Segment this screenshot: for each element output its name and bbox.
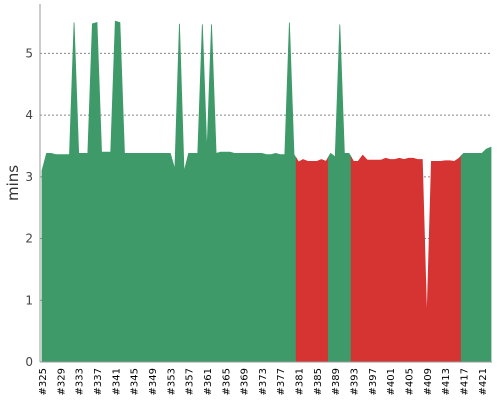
y-tick-label: 3 <box>25 170 33 184</box>
x-tick-label: #341 <box>111 368 122 395</box>
success-build-area <box>327 24 352 363</box>
x-tick-label: #349 <box>148 368 159 395</box>
failure-build-area <box>350 154 462 363</box>
x-tick-label: #357 <box>185 368 196 395</box>
area-layer <box>41 20 492 363</box>
x-tick-label: #345 <box>130 368 141 395</box>
x-tick-labels: #325 #329 #333 #337 #341 #345 #349 #353 #357 #361… <box>38 368 489 395</box>
y-tick-label: 1 <box>25 293 33 307</box>
x-tick-label: #361 <box>203 368 214 395</box>
x-tick-label: #329 <box>56 368 67 395</box>
y-axis-title: mins <box>4 165 22 201</box>
x-tick-label: #385 <box>313 368 324 395</box>
x-tick-label: #389 <box>331 368 342 395</box>
x-tick-label: #409 <box>423 368 434 395</box>
x-tick-label: #365 <box>221 368 232 395</box>
y-tick-label: 0 <box>25 355 33 369</box>
x-tick-label: #325 <box>38 368 49 395</box>
x-tick-label: #353 <box>166 368 177 395</box>
x-tick-label: #405 <box>405 368 416 395</box>
x-tick-label: #369 <box>240 368 251 395</box>
x-tick-label: #377 <box>276 368 287 395</box>
failure-build-area <box>295 155 329 363</box>
y-tick-label: 4 <box>25 108 33 122</box>
y-tick-labels: 0 1 2 3 4 5 <box>25 46 33 369</box>
x-tick-label: #417 <box>460 368 471 395</box>
x-tick-label: #421 <box>478 368 489 395</box>
x-tick-label: #333 <box>75 368 86 395</box>
axis-layer <box>39 4 492 363</box>
x-tick-label: #373 <box>258 368 269 395</box>
success-build-area <box>460 146 492 363</box>
x-tick-label: #337 <box>93 368 104 395</box>
x-tick-label: #401 <box>386 368 397 395</box>
x-tick-label: #381 <box>295 368 306 395</box>
x-tick-label: #397 <box>368 368 379 395</box>
x-tick-label: #413 <box>441 368 452 395</box>
x-tick-label: #393 <box>350 368 361 395</box>
y-tick-label: 2 <box>25 232 33 246</box>
y-tick-label: 5 <box>25 46 33 60</box>
success-build-area <box>41 20 297 363</box>
